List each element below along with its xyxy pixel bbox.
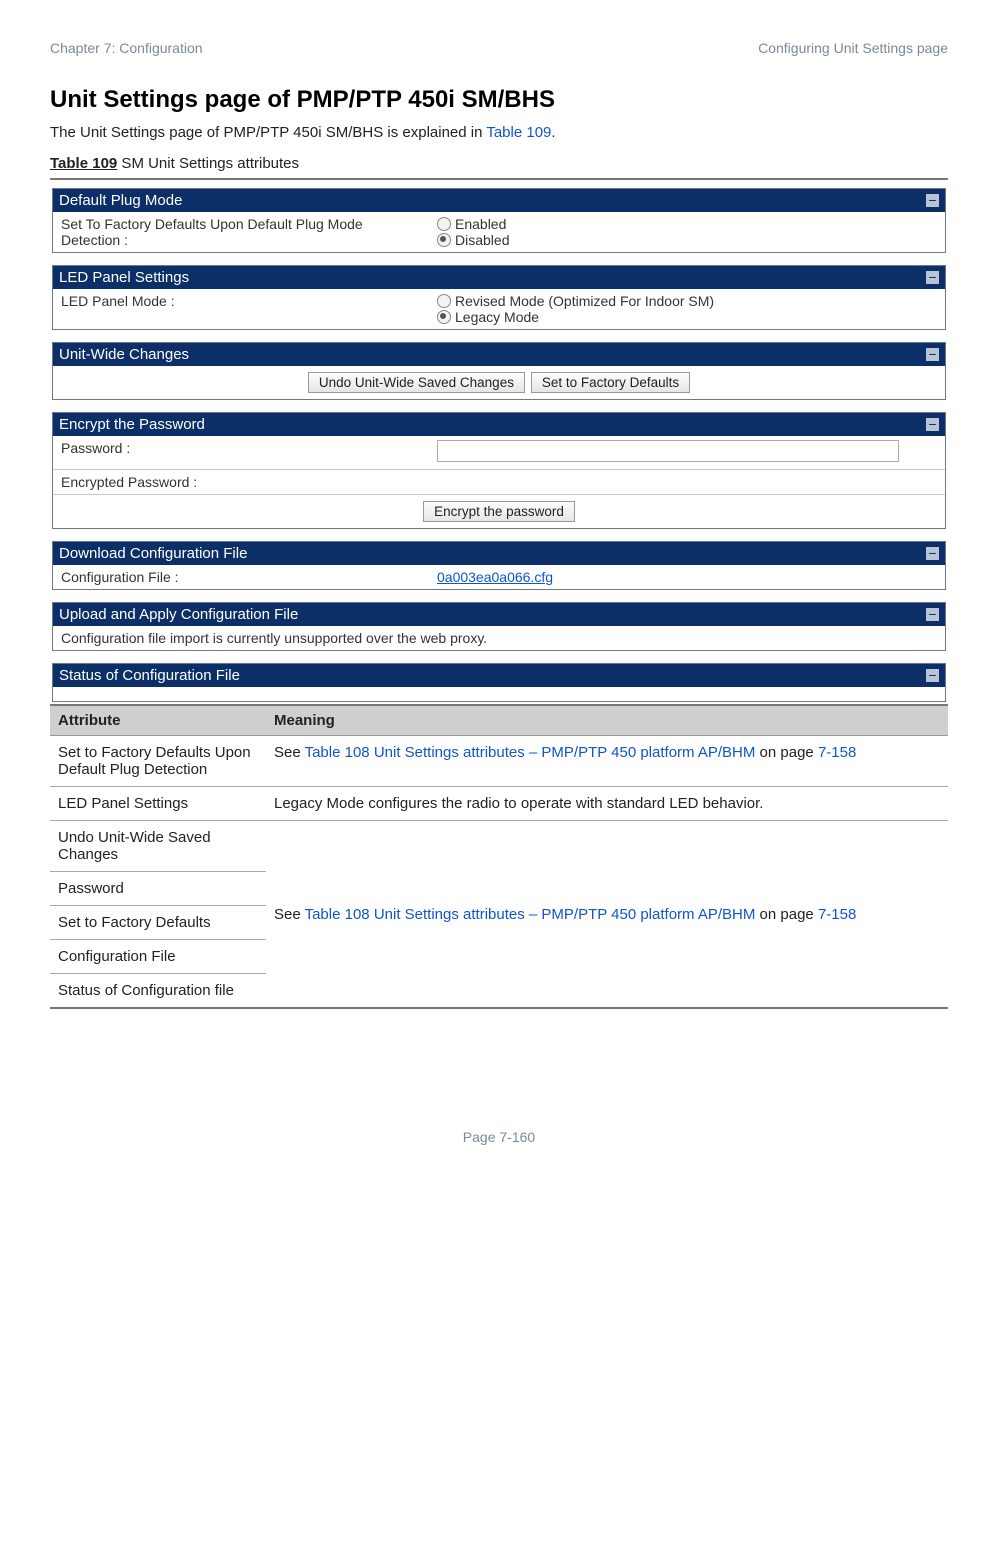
- ref-mid: on page: [755, 906, 818, 923]
- attributes-table: Attribute Meaning Set to Factory Default…: [50, 704, 948, 1009]
- radio-label: Enabled: [455, 216, 506, 232]
- page-ref-link[interactable]: 7-158: [818, 744, 856, 761]
- ref-mid: on page: [755, 744, 818, 761]
- meaning-cell: See Table 108 Unit Settings attributes –…: [266, 821, 948, 1009]
- header-left: Chapter 7: Configuration: [50, 40, 203, 56]
- undo-button[interactable]: Undo Unit-Wide Saved Changes: [308, 372, 525, 393]
- radio-label: Revised Mode (Optimized For Indoor SM): [455, 293, 714, 309]
- header-right: Configuring Unit Settings page: [758, 40, 948, 56]
- panel-upload: Upload and Apply Configuration File − Co…: [52, 602, 946, 651]
- table-row: Undo Unit-Wide Saved Changes See Table 1…: [50, 821, 948, 872]
- screenshot-region: Default Plug Mode − Set To Factory Defau…: [50, 178, 948, 704]
- table-ref-link[interactable]: Table 108 Unit Settings attributes – PMP…: [305, 744, 756, 761]
- panel-download: Download Configuration File − Configurat…: [52, 541, 946, 590]
- page-ref-link[interactable]: 7-158: [818, 906, 856, 923]
- table-row: Set to Factory Defaults Upon Default Plu…: [50, 736, 948, 787]
- radio-revised[interactable]: [437, 294, 451, 308]
- encrypt-button[interactable]: Encrypt the password: [423, 501, 575, 522]
- attr-cell: Status of Configuration file: [50, 974, 266, 1009]
- intro-pre: The Unit Settings page of PMP/PTP 450i S…: [50, 124, 486, 141]
- table-ref-link[interactable]: Table 108 Unit Settings attributes – PMP…: [305, 906, 756, 923]
- caption-rest: SM Unit Settings attributes: [117, 155, 299, 172]
- config-file-link[interactable]: 0a003ea0a066.cfg: [437, 569, 553, 585]
- collapse-icon[interactable]: −: [926, 271, 939, 284]
- collapse-icon[interactable]: −: [926, 669, 939, 682]
- attr-cell: Set to Factory Defaults: [50, 906, 266, 940]
- field-label: Encrypted Password :: [53, 470, 429, 494]
- panel-title: Encrypt the Password: [59, 416, 205, 433]
- field-label: Set To Factory Defaults Upon Default Plu…: [53, 212, 429, 252]
- table-row: LED Panel Settings Legacy Mode configure…: [50, 787, 948, 821]
- panel-header: LED Panel Settings −: [53, 266, 945, 289]
- panel-header: Upload and Apply Configuration File −: [53, 603, 945, 626]
- page-title: Unit Settings page of PMP/PTP 450i SM/BH…: [50, 86, 948, 114]
- field-label: Configuration File :: [53, 565, 429, 589]
- panel-header: Download Configuration File −: [53, 542, 945, 565]
- col-meaning: Meaning: [266, 705, 948, 736]
- collapse-icon[interactable]: −: [926, 194, 939, 207]
- panel-title: Download Configuration File: [59, 545, 247, 562]
- radio-label: Disabled: [455, 232, 509, 248]
- panel-title: LED Panel Settings: [59, 269, 189, 286]
- collapse-icon[interactable]: −: [926, 348, 939, 361]
- panel-header: Status of Configuration File −: [53, 664, 945, 687]
- panel-title: Upload and Apply Configuration File: [59, 606, 298, 623]
- panel-unit-wide: Unit-Wide Changes − Undo Unit-Wide Saved…: [52, 342, 946, 400]
- radio-label: Legacy Mode: [455, 309, 539, 325]
- col-attribute: Attribute: [50, 705, 266, 736]
- see-text: See: [274, 744, 305, 761]
- collapse-icon[interactable]: −: [926, 608, 939, 621]
- attr-cell: Password: [50, 872, 266, 906]
- panel-led: LED Panel Settings − LED Panel Mode : Re…: [52, 265, 946, 330]
- panel-title: Default Plug Mode: [59, 192, 182, 209]
- meaning-cell: See Table 108 Unit Settings attributes –…: [266, 736, 948, 787]
- upload-message: Configuration file import is currently u…: [53, 626, 945, 650]
- intro-text: The Unit Settings page of PMP/PTP 450i S…: [50, 124, 948, 141]
- panel-default-plug: Default Plug Mode − Set To Factory Defau…: [52, 188, 946, 253]
- radio-disabled[interactable]: [437, 233, 451, 247]
- panel-header: Unit-Wide Changes −: [53, 343, 945, 366]
- radio-enabled[interactable]: [437, 217, 451, 231]
- panel-header: Default Plug Mode −: [53, 189, 945, 212]
- panel-status: Status of Configuration File −: [52, 663, 946, 702]
- meaning-cell: Legacy Mode configures the radio to oper…: [266, 787, 948, 821]
- field-label: LED Panel Mode :: [53, 289, 429, 329]
- attr-cell: LED Panel Settings: [50, 787, 266, 821]
- panel-title: Unit-Wide Changes: [59, 346, 189, 363]
- page-footer: Page 7-160: [50, 1129, 948, 1145]
- radio-legacy[interactable]: [437, 310, 451, 324]
- caption-bold: Table 109: [50, 155, 117, 172]
- attr-cell: Undo Unit-Wide Saved Changes: [50, 821, 266, 872]
- intro-table-link[interactable]: Table 109: [486, 124, 551, 141]
- collapse-icon[interactable]: −: [926, 547, 939, 560]
- attr-cell: Configuration File: [50, 940, 266, 974]
- panel-header: Encrypt the Password −: [53, 413, 945, 436]
- factory-defaults-button[interactable]: Set to Factory Defaults: [531, 372, 690, 393]
- panel-title: Status of Configuration File: [59, 667, 240, 684]
- password-input[interactable]: [437, 440, 899, 462]
- table-caption: Table 109 SM Unit Settings attributes: [50, 155, 948, 172]
- field-label: Password :: [53, 436, 429, 469]
- see-text: See: [274, 906, 305, 923]
- panel-encrypt: Encrypt the Password − Password : Encryp…: [52, 412, 946, 529]
- collapse-icon[interactable]: −: [926, 418, 939, 431]
- attr-cell: Set to Factory Defaults Upon Default Plu…: [50, 736, 266, 787]
- intro-post: .: [551, 124, 555, 141]
